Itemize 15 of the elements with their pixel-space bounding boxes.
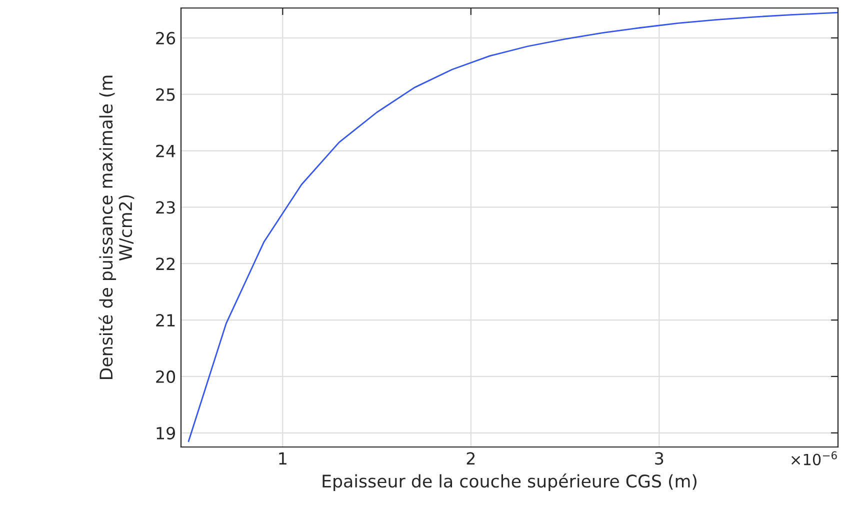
y-tick-label: 19 [156, 426, 175, 440]
x-axis-title: Epaisseur de la couche supérieure CGS (m) [322, 474, 696, 492]
y-tick-label: 23 [156, 201, 175, 214]
y-tick-label: 24 [156, 144, 176, 158]
line-series [188, 12, 838, 442]
y-tick-label: 26 [156, 32, 176, 44]
x-tick-label: 1 [279, 452, 286, 465]
y-axis-title: Densité de puissance maximale (m W/cm2) [98, 76, 134, 379]
y-tick-label: 25 [156, 88, 175, 101]
text: ×10$^{−6}$ [792, 451, 837, 466]
y-tick-label: 22 [156, 258, 174, 270]
x-tick-label: 3 [655, 452, 664, 465]
x-tick-label: 2 [466, 452, 475, 465]
y-tick-label: 21 [156, 314, 175, 326]
y-tick-label: 20 [156, 370, 176, 384]
